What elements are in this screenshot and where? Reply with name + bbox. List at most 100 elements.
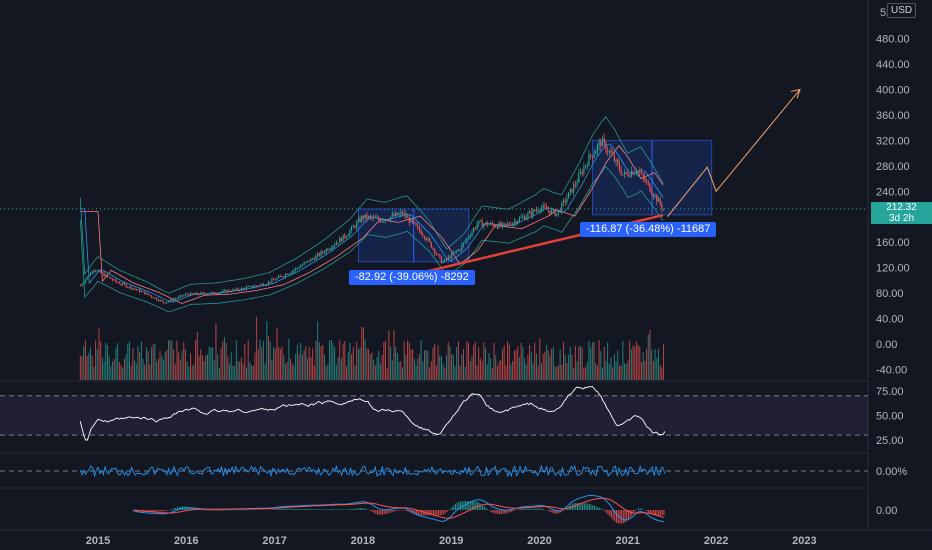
candle-body [488, 224, 490, 226]
volume-bar [518, 357, 520, 380]
candle-body [327, 249, 329, 251]
volume-bar [167, 340, 169, 380]
macd-histogram-bar [554, 510, 556, 514]
volume-bar [118, 362, 120, 380]
price-tick-label: 240.00 [876, 186, 910, 198]
volume-bar [547, 350, 549, 380]
candle-body [584, 165, 587, 168]
year-tick-label: 2016 [174, 535, 198, 547]
bollinger-upper [79, 116, 664, 294]
volume-bar [456, 346, 458, 380]
macd-histogram-bar [326, 509, 328, 510]
macd-histogram-bar [337, 509, 339, 510]
candle-body [422, 234, 424, 236]
macd-histogram-bar [232, 509, 234, 511]
volume-bar [268, 336, 270, 380]
candle-body [356, 221, 358, 228]
candle-body [264, 285, 266, 287]
candle-body [423, 235, 426, 239]
volume-bar [595, 363, 597, 380]
volume-bar [254, 352, 256, 380]
volume-bar [393, 329, 395, 380]
macd-histogram-bar [582, 503, 584, 510]
candle-body [161, 300, 163, 302]
volume-bar [569, 346, 571, 380]
candle-body [649, 183, 651, 192]
volume-bar [171, 340, 173, 380]
volume-bar [461, 354, 463, 380]
macd-histogram-bar [305, 508, 307, 510]
candle-body [156, 297, 158, 300]
volume-bar [508, 344, 510, 380]
candle-body [513, 221, 515, 224]
candle-body [383, 221, 385, 223]
volume-bar [578, 346, 580, 380]
candle-body [581, 171, 583, 174]
macd-histogram-bar [249, 509, 251, 511]
macd-histogram-bar [483, 506, 485, 510]
macd-histogram-bar [285, 508, 287, 510]
volume-bar [447, 342, 449, 380]
candle-body [301, 264, 304, 266]
volume-bar [139, 351, 141, 380]
candle-body [345, 236, 348, 238]
candle-body [235, 288, 237, 290]
candle-body [250, 285, 253, 288]
volume-bar [527, 354, 529, 380]
volume-bar [427, 350, 429, 380]
volume-bar [403, 341, 405, 380]
candle-body [159, 300, 161, 302]
volume-bar [505, 365, 507, 380]
macd-histogram-bar [231, 509, 233, 511]
candle-body [500, 222, 502, 227]
macd-histogram-bar [599, 507, 601, 510]
volume-bar [546, 345, 548, 380]
macd-histogram-bar [302, 508, 304, 510]
volume-bar [273, 347, 275, 380]
price-tick-label: 40.00 [876, 314, 904, 326]
candle-body [662, 208, 665, 210]
macd-histogram-bar [351, 508, 353, 510]
volume-bar [329, 340, 331, 380]
macd-histogram-bar [634, 510, 636, 512]
volume-bar [646, 348, 648, 380]
macd-histogram-bar [500, 510, 502, 514]
volume-bar [398, 361, 400, 380]
candle-body [523, 216, 526, 220]
candle-body [105, 274, 107, 277]
macd-histogram-bar [541, 508, 543, 510]
volume-bar [212, 347, 214, 380]
candle-body [305, 261, 307, 263]
candle-body [335, 242, 337, 245]
macd-histogram-bar [536, 508, 538, 510]
moving-average-slow [80, 145, 664, 304]
macd-histogram-bar [487, 509, 489, 510]
candle-body [240, 288, 242, 291]
volume-bar [401, 367, 403, 380]
candle-body [364, 214, 366, 219]
currency-badge[interactable]: USD [887, 3, 917, 18]
candle-body [350, 226, 353, 231]
macd-histogram-bar [375, 510, 377, 514]
volume-bar [647, 334, 649, 380]
macd-histogram-bar [485, 507, 487, 510]
macd-histogram-bar [543, 509, 545, 510]
volume-bar [625, 364, 627, 380]
macd-histogram-bar [202, 509, 204, 511]
candle-body [352, 226, 354, 228]
candle-body [359, 218, 361, 222]
candle-body [245, 286, 248, 290]
volume-bar [651, 349, 653, 380]
volume-bar [493, 342, 495, 380]
price-tick-label: 480.00 [876, 34, 910, 46]
candle-body [198, 294, 200, 296]
macd-histogram-bar [159, 510, 161, 512]
macd-histogram-bar [380, 510, 382, 515]
candle-body [84, 279, 87, 283]
volume-bar [176, 340, 178, 380]
last-price-value: 212.32 [886, 202, 917, 213]
macd-histogram-bar [475, 501, 477, 510]
macd-histogram-bar [551, 510, 553, 513]
candle-body [283, 276, 285, 278]
